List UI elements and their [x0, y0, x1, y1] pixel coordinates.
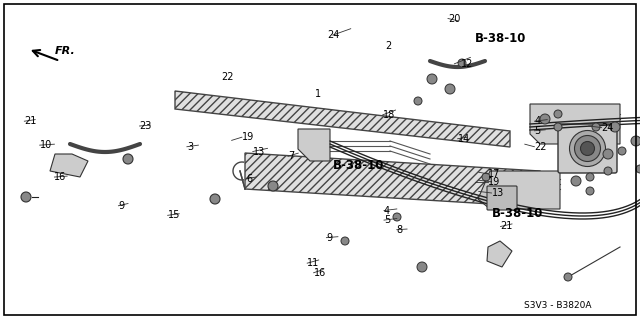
Text: 13: 13 — [492, 188, 504, 198]
Circle shape — [540, 114, 550, 124]
Circle shape — [268, 181, 278, 191]
Text: 23: 23 — [140, 121, 152, 131]
Polygon shape — [487, 241, 512, 267]
Text: 5: 5 — [534, 126, 541, 136]
Circle shape — [393, 213, 401, 221]
Polygon shape — [530, 104, 620, 144]
Text: 24: 24 — [602, 122, 614, 133]
Text: 10: 10 — [40, 140, 52, 150]
Text: 19: 19 — [242, 132, 254, 142]
Text: 12: 12 — [461, 59, 473, 69]
Text: 21: 21 — [24, 116, 36, 126]
Text: 4: 4 — [534, 116, 541, 126]
FancyBboxPatch shape — [487, 186, 517, 210]
Circle shape — [570, 130, 605, 167]
Circle shape — [554, 110, 562, 118]
Text: B-38-10: B-38-10 — [475, 32, 526, 45]
Circle shape — [571, 176, 581, 186]
Polygon shape — [245, 153, 540, 207]
Circle shape — [123, 154, 133, 164]
Text: 6: 6 — [246, 174, 253, 184]
Text: 11: 11 — [307, 258, 319, 268]
Circle shape — [554, 123, 562, 131]
Circle shape — [445, 84, 455, 94]
Text: B-38-10: B-38-10 — [333, 160, 384, 172]
Text: 16: 16 — [54, 172, 67, 182]
Circle shape — [631, 136, 640, 146]
Text: 1: 1 — [315, 89, 321, 99]
Circle shape — [604, 167, 612, 175]
Text: 8: 8 — [397, 225, 403, 235]
Text: FR.: FR. — [55, 46, 76, 56]
Text: 21: 21 — [500, 221, 513, 232]
FancyBboxPatch shape — [558, 124, 617, 173]
Circle shape — [586, 187, 594, 195]
Text: 13: 13 — [253, 146, 265, 157]
Circle shape — [580, 142, 595, 155]
Text: 17: 17 — [488, 169, 500, 179]
Text: 14: 14 — [458, 134, 470, 144]
Circle shape — [586, 173, 594, 181]
Text: 7: 7 — [288, 151, 294, 161]
Circle shape — [482, 173, 490, 181]
Circle shape — [592, 123, 600, 131]
Circle shape — [575, 136, 600, 161]
Text: 15: 15 — [168, 210, 180, 220]
Circle shape — [414, 97, 422, 105]
Polygon shape — [298, 129, 330, 161]
Circle shape — [610, 122, 620, 132]
Circle shape — [618, 147, 626, 155]
Text: 3: 3 — [187, 142, 193, 152]
Text: 5: 5 — [384, 215, 390, 225]
Circle shape — [458, 59, 466, 67]
Text: 20: 20 — [448, 13, 460, 24]
Circle shape — [636, 165, 640, 173]
Circle shape — [603, 149, 613, 159]
Text: 22: 22 — [534, 142, 547, 152]
Text: 9: 9 — [118, 201, 125, 211]
Circle shape — [564, 273, 572, 281]
Text: 4: 4 — [384, 205, 390, 216]
Text: 24: 24 — [328, 30, 340, 40]
Polygon shape — [50, 154, 88, 177]
Circle shape — [417, 262, 427, 272]
Polygon shape — [175, 91, 510, 147]
Circle shape — [21, 192, 31, 202]
Text: 2: 2 — [385, 41, 392, 51]
Text: 18: 18 — [383, 110, 395, 120]
Text: B-38-10: B-38-10 — [492, 207, 543, 220]
Text: S3V3 - B3820A: S3V3 - B3820A — [524, 301, 591, 310]
Polygon shape — [478, 171, 560, 209]
Circle shape — [341, 237, 349, 245]
Text: 16: 16 — [314, 268, 326, 278]
Circle shape — [427, 74, 437, 84]
Text: 19: 19 — [488, 177, 500, 187]
Circle shape — [210, 194, 220, 204]
Text: 22: 22 — [221, 71, 234, 82]
Text: 9: 9 — [326, 233, 333, 243]
